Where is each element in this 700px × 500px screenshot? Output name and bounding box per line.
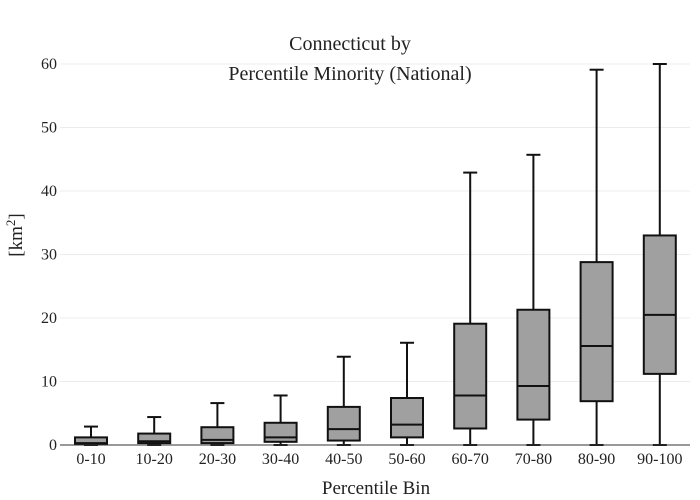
box-body [137,432,172,445]
box-90-100 [642,63,677,446]
x-tick-label: 10-20 [136,451,173,468]
chart-title-line-2: Percentile Minority (National) [228,63,471,85]
boxes-layer [74,63,677,446]
x-tick-label: 70-80 [515,451,552,468]
x-tick-label: 40-50 [325,451,362,468]
box-body [326,405,361,442]
y-tick-label: 50 [41,120,57,137]
box-30-40 [263,394,298,446]
box-body [516,308,551,421]
y-tick-label: 40 [41,183,57,200]
x-tick-label: 20-30 [199,451,236,468]
x-tick-label: 80-90 [578,451,615,468]
box-70-80 [516,153,551,446]
y-tick-label: 60 [41,56,57,73]
y-axis-title-text: [km [6,226,27,257]
x-tick-label: 60-70 [452,451,489,468]
y-tick-label: 10 [41,374,57,391]
axes-layer: 0 10 20 30 40 50 60 0-10 10-20 20-30 30-40 40-50 50-… [41,56,690,468]
x-tick-label: 50-60 [388,451,425,468]
y-axis-title-close: ] [6,213,27,219]
box-40-50 [326,355,361,446]
box-60-70 [453,171,488,446]
y-tick-label: 20 [41,310,57,327]
box-50-60 [390,341,424,446]
y-axis-title: [km2] [3,213,27,256]
box-10-20 [137,416,172,446]
box-20-30 [200,402,235,446]
x-axis-title: Percentile Bin [322,478,431,499]
y-axis-title-superscript: 2 [3,220,18,227]
y-tick-label: 30 [41,247,57,264]
x-tick-label: 90-100 [637,451,682,468]
box-body [642,234,677,375]
box-body [390,397,424,439]
box-0-10 [74,425,108,446]
x-tick-label: 30-40 [262,451,299,468]
y-tick-label: 0 [49,437,57,454]
box-body [263,421,298,443]
box-80-90 [579,68,614,446]
box-body [453,322,488,430]
chart-title-line-1: Connecticut by [289,33,411,55]
box-body [579,261,614,403]
x-tick-label: 0-10 [76,451,105,468]
